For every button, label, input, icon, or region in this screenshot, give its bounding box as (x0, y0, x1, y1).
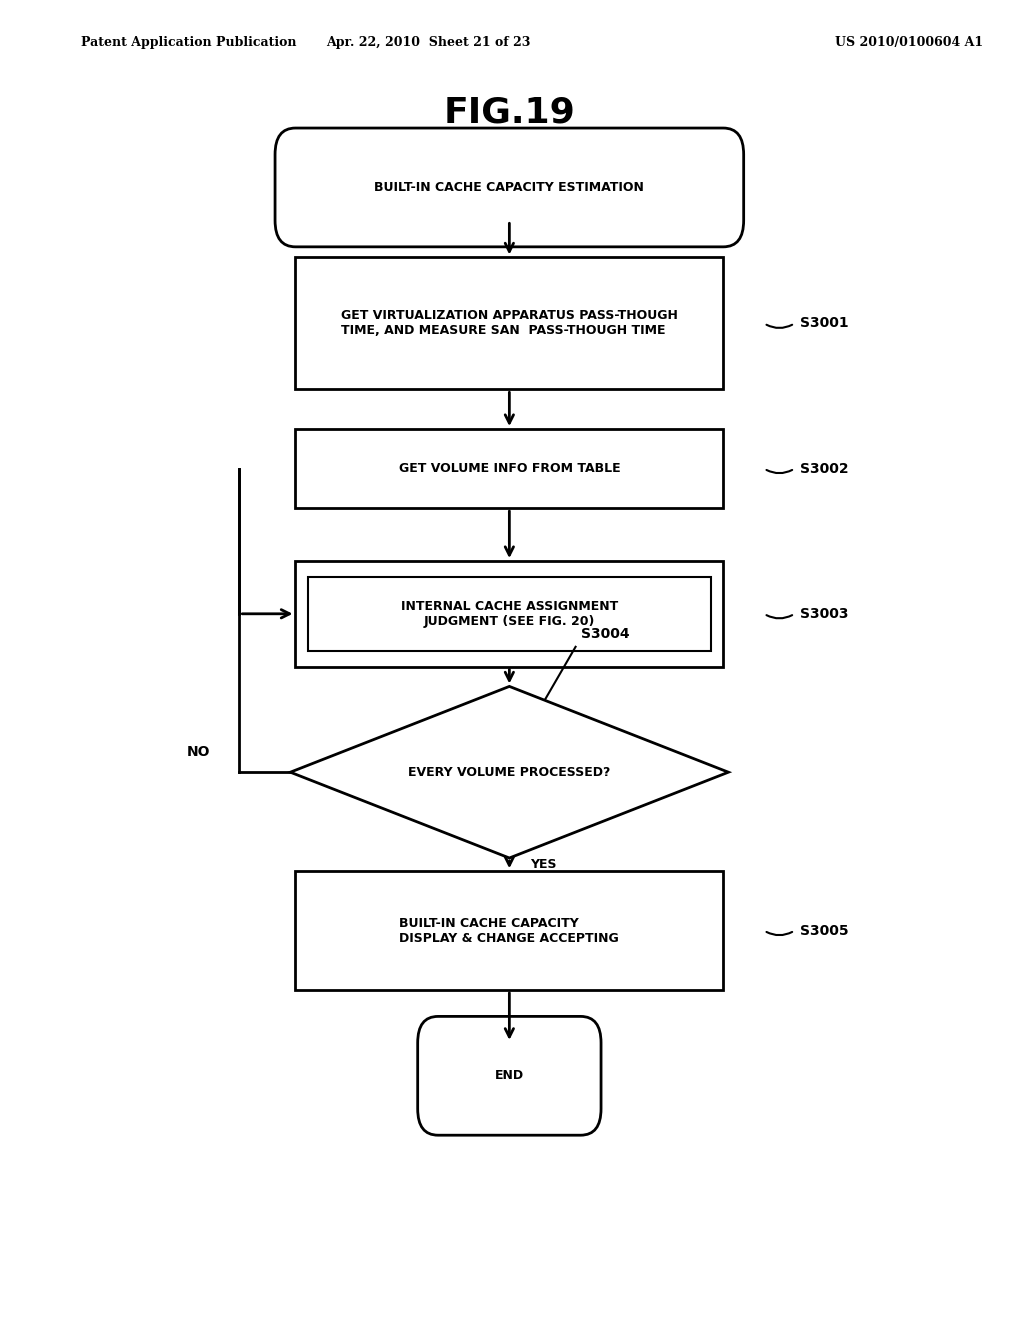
Text: GET VIRTUALIZATION APPARATUS PASS-THOUGH
TIME, AND MEASURE SAN  PASS-THOUGH TIME: GET VIRTUALIZATION APPARATUS PASS-THOUGH… (341, 309, 678, 338)
Text: S3001: S3001 (800, 317, 848, 330)
Text: NO: NO (187, 746, 210, 759)
FancyBboxPatch shape (418, 1016, 601, 1135)
Text: INTERNAL CACHE ASSIGNMENT
JUDGMENT (SEE FIG. 20): INTERNAL CACHE ASSIGNMENT JUDGMENT (SEE … (400, 599, 618, 628)
Text: END: END (495, 1069, 524, 1082)
Text: Apr. 22, 2010  Sheet 21 of 23: Apr. 22, 2010 Sheet 21 of 23 (326, 36, 530, 49)
Text: BUILT-IN CACHE CAPACITY
DISPLAY & CHANGE ACCEPTING: BUILT-IN CACHE CAPACITY DISPLAY & CHANGE… (399, 916, 620, 945)
Polygon shape (291, 686, 728, 858)
Text: S3003: S3003 (800, 607, 848, 620)
Text: S3005: S3005 (800, 924, 848, 937)
Text: GET VOLUME INFO FROM TABLE: GET VOLUME INFO FROM TABLE (398, 462, 621, 475)
Text: US 2010/0100604 A1: US 2010/0100604 A1 (836, 36, 983, 49)
Text: Patent Application Publication: Patent Application Publication (82, 36, 297, 49)
Text: S3004: S3004 (581, 627, 630, 640)
Text: EVERY VOLUME PROCESSED?: EVERY VOLUME PROCESSED? (409, 766, 610, 779)
Bar (296, 257, 723, 389)
Text: FIG.19: FIG.19 (443, 95, 575, 129)
Text: S3002: S3002 (800, 462, 848, 475)
Bar (296, 429, 723, 508)
Bar (296, 871, 723, 990)
Bar (296, 561, 723, 667)
FancyBboxPatch shape (275, 128, 743, 247)
Text: YES: YES (529, 858, 556, 871)
Bar (307, 577, 711, 651)
Text: BUILT-IN CACHE CAPACITY ESTIMATION: BUILT-IN CACHE CAPACITY ESTIMATION (375, 181, 644, 194)
